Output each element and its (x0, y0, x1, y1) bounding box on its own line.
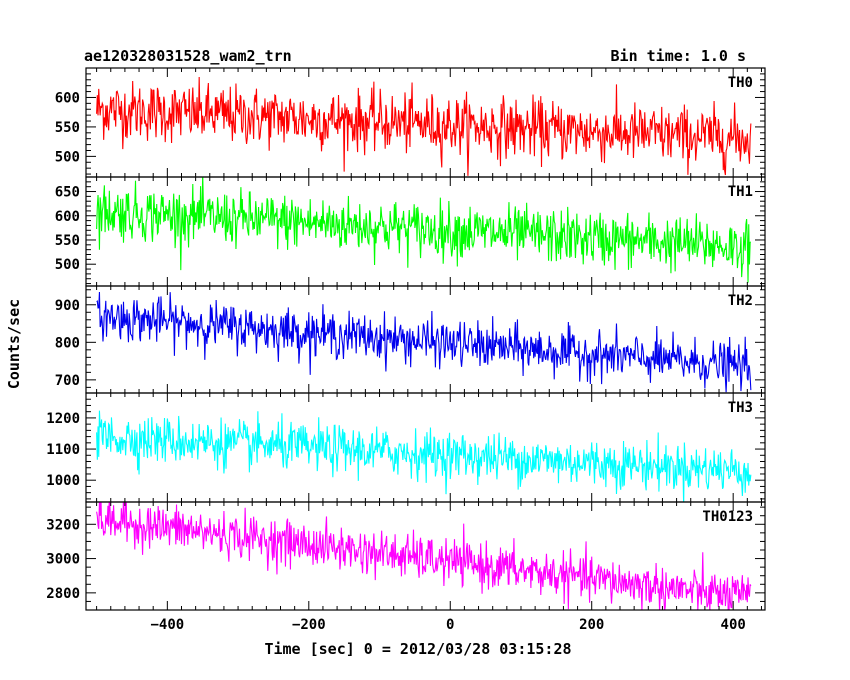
panels-group: 500 550 600 TH0 500 550 600 650 TH1 700 800 900 TH2 1… (46, 67, 766, 611)
panel-th0: 500 550 600 TH0 (55, 67, 766, 178)
x-axis-label: Time [sec] 0 = 2012/03/28 03:15:28 (264, 640, 571, 658)
panel-th1: 500 550 600 650 TH1 (55, 176, 766, 287)
y-tick-label: 900 (55, 298, 80, 314)
panel-th3: 1000 1100 1200 TH3 (46, 392, 766, 503)
y-tick-label: 3000 (46, 552, 80, 568)
series-line-th0123 (96, 502, 752, 610)
y-tick-label: 800 (55, 335, 80, 351)
y-tick-label: 550 (55, 120, 80, 136)
y-tick-label: 700 (55, 373, 80, 389)
series-line-th3 (96, 410, 752, 502)
series-line-th0 (96, 77, 752, 176)
x-tick-label: −400 (150, 617, 184, 633)
chart-subtitle: Bin time: 1.0 s (611, 47, 746, 65)
y-axis-label: Counts/sec (5, 299, 23, 389)
y-tick-label: 1100 (46, 442, 80, 458)
y-tick-label: 650 (55, 185, 80, 201)
panel-frame (85, 501, 766, 611)
y-tick-label: 2800 (46, 586, 80, 602)
y-tick-label: 1000 (46, 473, 80, 489)
y-tick-label: 500 (55, 257, 80, 273)
panel-th2: 700 800 900 TH2 (55, 285, 766, 394)
panel-label-th0: TH0 (728, 75, 753, 91)
x-tick-label: −200 (292, 617, 326, 633)
y-tick-label: 550 (55, 233, 80, 249)
panel-label-th0123: TH0123 (702, 509, 753, 525)
x-axis: −400 −200 0 200 400 (150, 617, 745, 633)
series-line-th1 (96, 177, 752, 283)
x-tick-label: 200 (579, 617, 604, 633)
y-tick-label: 600 (55, 90, 80, 106)
y-tick-label: 500 (55, 149, 80, 165)
panel-th0123: 2800 3000 3200 TH0123 (46, 501, 766, 611)
y-tick-label: 1200 (46, 411, 80, 427)
panel-label-th1: TH1 (728, 184, 753, 200)
y-tick-label: 3200 (46, 517, 80, 533)
x-tick-label: 400 (721, 617, 746, 633)
x-tick-label: 0 (446, 617, 454, 633)
panel-label-th3: TH3 (728, 400, 753, 416)
chart-title: ae120328031528_wam2_trn (84, 47, 292, 65)
panel-label-th2: TH2 (728, 293, 753, 309)
y-tick-label: 600 (55, 209, 80, 225)
series-line-th2 (96, 292, 752, 393)
